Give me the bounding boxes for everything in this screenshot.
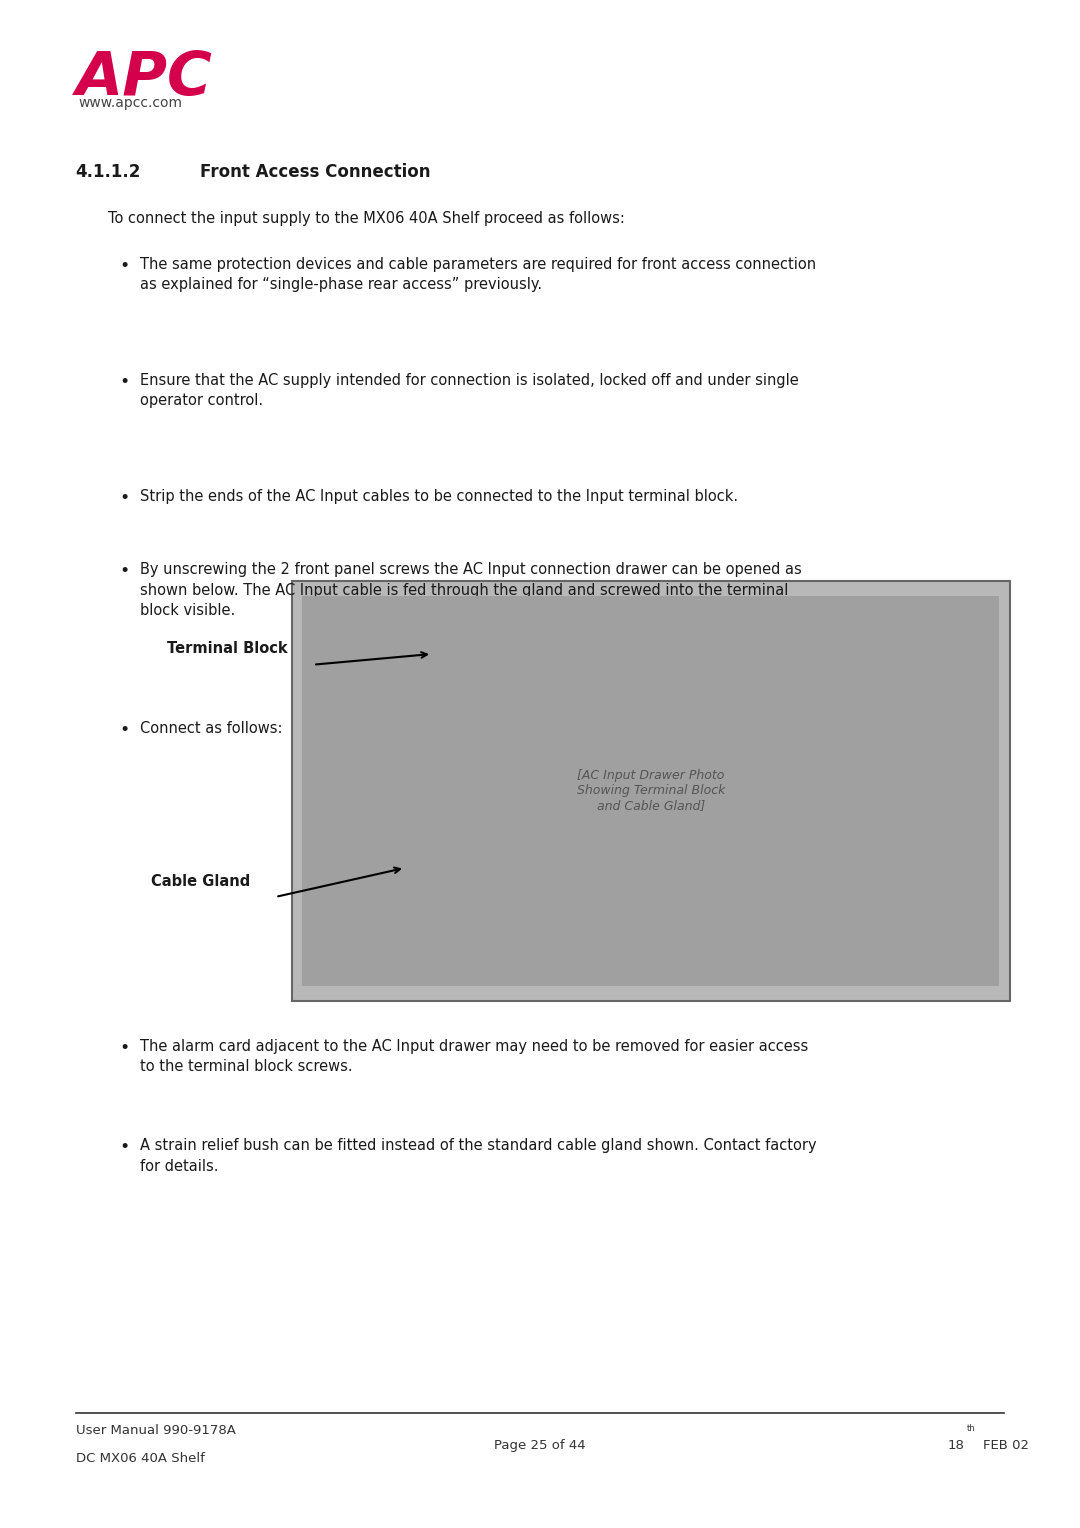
Bar bbox=[292, 581, 1010, 1001]
Text: Page 25 of 44: Page 25 of 44 bbox=[495, 1439, 585, 1453]
Text: Connect as follows:: Connect as follows: bbox=[140, 721, 283, 736]
Text: DC MX06 40A Shelf: DC MX06 40A Shelf bbox=[76, 1452, 204, 1465]
Text: User Manual 990-9178A: User Manual 990-9178A bbox=[76, 1424, 235, 1438]
Text: •: • bbox=[119, 721, 130, 740]
Text: The same protection devices and cable parameters are required for front access c: The same protection devices and cable pa… bbox=[140, 257, 816, 292]
Text: 4.1.1.2: 4.1.1.2 bbox=[76, 163, 141, 182]
Text: [AC Input Drawer Photo
Showing Terminal Block
and Cable Gland]: [AC Input Drawer Photo Showing Terminal … bbox=[577, 769, 725, 813]
Text: •: • bbox=[119, 1138, 130, 1157]
Text: •: • bbox=[119, 373, 130, 391]
Text: •: • bbox=[119, 1039, 130, 1057]
Text: •: • bbox=[119, 562, 130, 581]
Text: Safety earth to position marked with earth symbol (connect first): Safety earth to position marked with ear… bbox=[394, 721, 873, 736]
Text: Cable Gland: Cable Gland bbox=[151, 874, 251, 889]
Text: A strain relief bush can be fitted instead of the standard cable gland shown. Co: A strain relief bush can be fitted inste… bbox=[140, 1138, 818, 1174]
Bar bbox=[302, 596, 999, 986]
Text: www.apcc.com: www.apcc.com bbox=[79, 96, 183, 110]
Text: Neutral to AC2: Neutral to AC2 bbox=[394, 792, 502, 807]
Text: Strip the ends of the AC Input cables to be connected to the Input terminal bloc: Strip the ends of the AC Input cables to… bbox=[140, 489, 739, 504]
Text: By unscrewing the 2 front panel screws the AC Input connection drawer can be ope: By unscrewing the 2 front panel screws t… bbox=[140, 562, 802, 619]
Text: FEB 02: FEB 02 bbox=[983, 1439, 1029, 1453]
Text: 18: 18 bbox=[947, 1439, 964, 1453]
Text: The alarm card adjacent to the AC Input drawer may need to be removed for easier: The alarm card adjacent to the AC Input … bbox=[140, 1039, 809, 1074]
Text: Ensure that the AC supply intended for connection is isolated, locked off and un: Ensure that the AC supply intended for c… bbox=[140, 373, 799, 408]
Text: Front Access Connection: Front Access Connection bbox=[200, 163, 430, 182]
Text: th: th bbox=[967, 1424, 975, 1433]
Text: To connect the input supply to the MX06 40A Shelf proceed as follows:: To connect the input supply to the MX06 … bbox=[108, 211, 625, 226]
Text: APC: APC bbox=[76, 49, 213, 108]
Text: Live to AC1: Live to AC1 bbox=[394, 756, 477, 772]
Text: •: • bbox=[119, 489, 130, 507]
Text: •: • bbox=[119, 257, 130, 275]
Text: Terminal Block: Terminal Block bbox=[167, 640, 288, 656]
